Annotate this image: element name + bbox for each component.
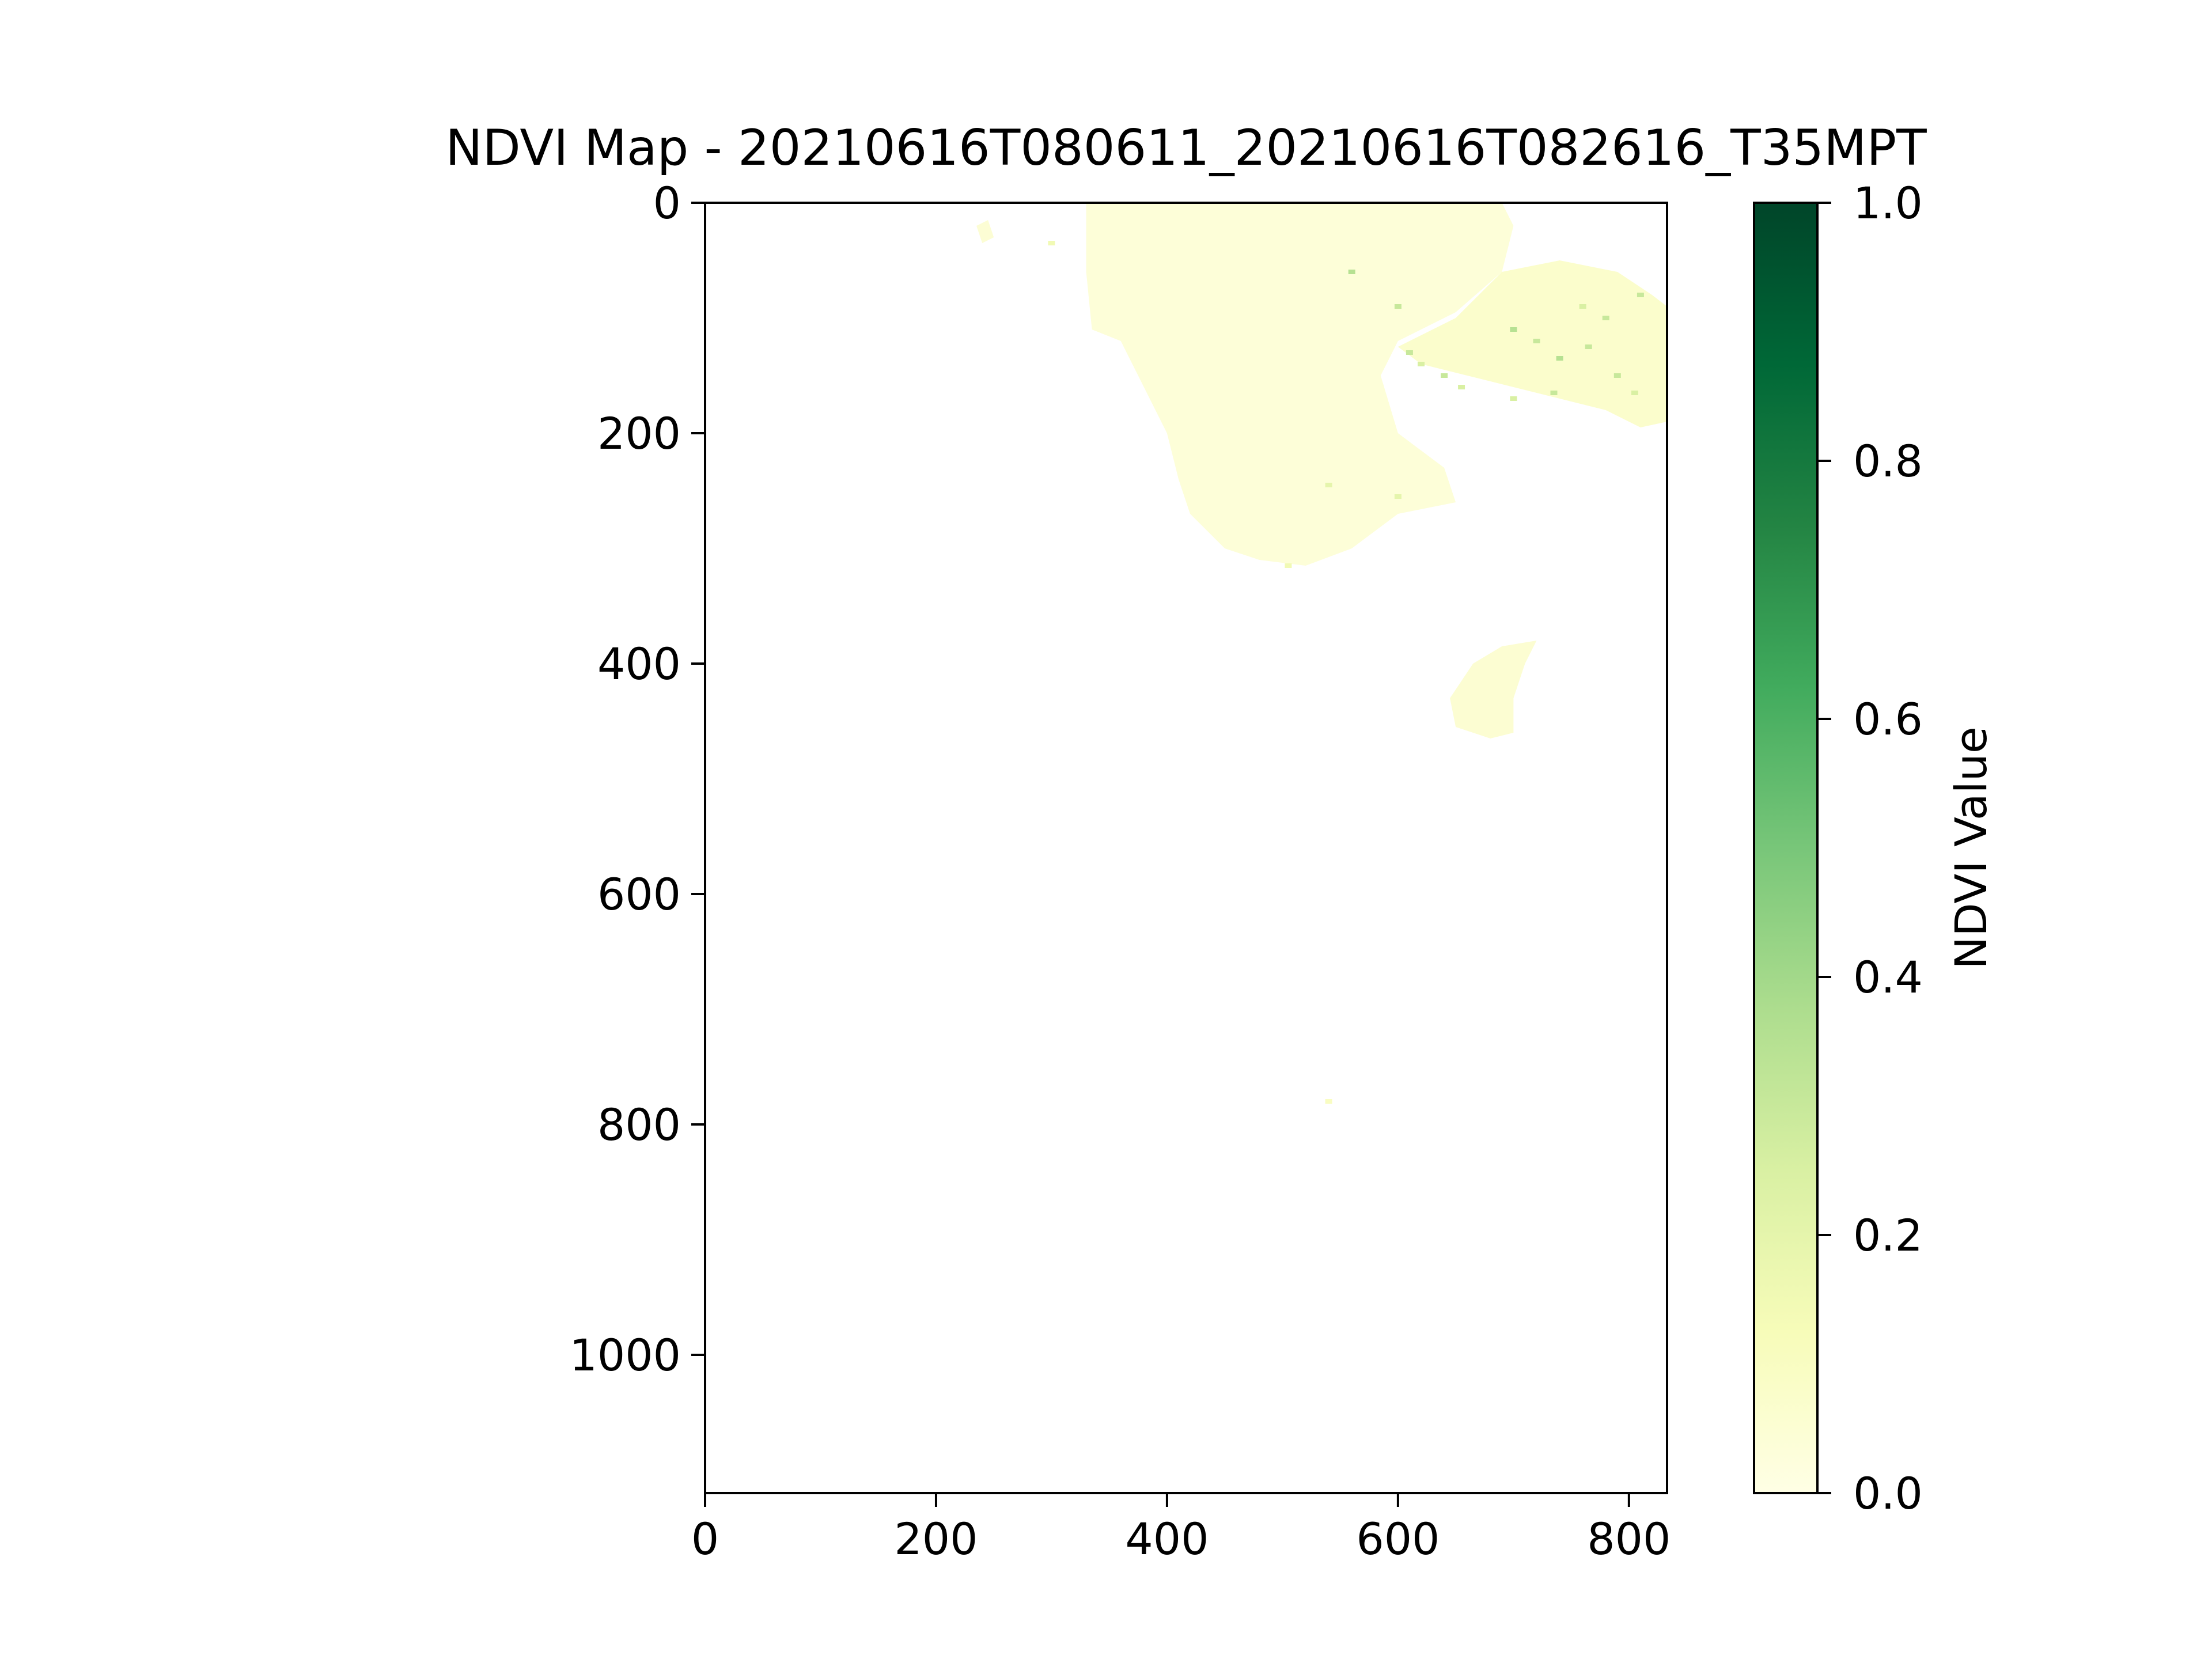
x-tick-label: 400 [1125, 1513, 1209, 1565]
ndvi-speck [1325, 483, 1332, 487]
y-tick-label: 1000 [570, 1330, 681, 1381]
x-tick-label: 0 [691, 1513, 719, 1565]
region-top-islet [976, 220, 994, 243]
region-southeast-patch [1450, 641, 1537, 738]
colorbar-tick-label: 0.4 [1853, 952, 1923, 1003]
colorbar-label: NDVI Value [1945, 726, 1997, 969]
y-tick-label: 800 [597, 1099, 681, 1150]
colorbar-gradient-bar [1754, 203, 1817, 1493]
x-tick-label: 600 [1356, 1513, 1440, 1565]
colorbar-tick-label: 0.6 [1853, 694, 1923, 745]
colorbar-ticks: 0.0 0.2 0.4 0.6 0.8 1.0 [1817, 177, 1923, 1519]
ndvi-speck [1394, 494, 1402, 499]
colorbar-frame [1753, 202, 1819, 1494]
ndvi-speck [1441, 373, 1448, 378]
ndvi-speck [1556, 356, 1563, 361]
y-tick-label: 200 [597, 408, 681, 459]
ndvi-speck [1394, 304, 1402, 309]
ndvi-speck [1637, 293, 1644, 297]
y-tick-label: 0 [653, 177, 681, 229]
colorbar-tick-label: 0.2 [1853, 1210, 1923, 1261]
ndvi-speck [1585, 344, 1592, 349]
ndvi-speck [1418, 362, 1425, 366]
ndvi-speck [1579, 304, 1586, 309]
y-tick-label: 600 [597, 869, 681, 920]
y-tick-label: 400 [597, 638, 681, 690]
ndvi-speck [1348, 270, 1355, 274]
x-axis: 0 200 400 600 800 [691, 1493, 1671, 1565]
ndvi-speck [1325, 1099, 1332, 1104]
ndvi-speck [1458, 385, 1465, 389]
ndvi-speck [1510, 327, 1517, 332]
ndvi-speck [1613, 373, 1621, 378]
region-northeast-strip [1397, 260, 1667, 427]
chart-title: NDVI Map - 20210616T080611_20210616T0826… [445, 119, 1927, 177]
ndvi-speck [1602, 316, 1609, 320]
ndvi-speck [1631, 391, 1638, 395]
ndvi-speck [1406, 350, 1413, 355]
ndvi-speck [1550, 391, 1558, 395]
region-main-landmass [1086, 203, 1514, 566]
x-tick-label: 800 [1587, 1513, 1671, 1565]
plot-frame [704, 202, 1668, 1494]
ndvi-regions [976, 203, 1667, 738]
y-axis: 0 200 400 600 800 1000 [570, 177, 705, 1381]
colorbar-tick-label: 0.8 [1853, 435, 1923, 487]
ndvi-speck [1048, 241, 1055, 245]
colorbar-tick-label: 1.0 [1853, 177, 1923, 229]
colorbar: 0.0 0.2 0.4 0.6 0.8 1.0 NDVI Value [1753, 177, 1997, 1519]
x-tick-label: 200 [894, 1513, 978, 1565]
colorbar-tick-label: 0.0 [1853, 1468, 1923, 1519]
ndvi-speck [1533, 339, 1540, 343]
ndvi-specks [1048, 241, 1644, 1104]
plot-area [704, 202, 1668, 1494]
ndvi-speck [1285, 563, 1292, 568]
ndvi-speck [1510, 396, 1517, 401]
